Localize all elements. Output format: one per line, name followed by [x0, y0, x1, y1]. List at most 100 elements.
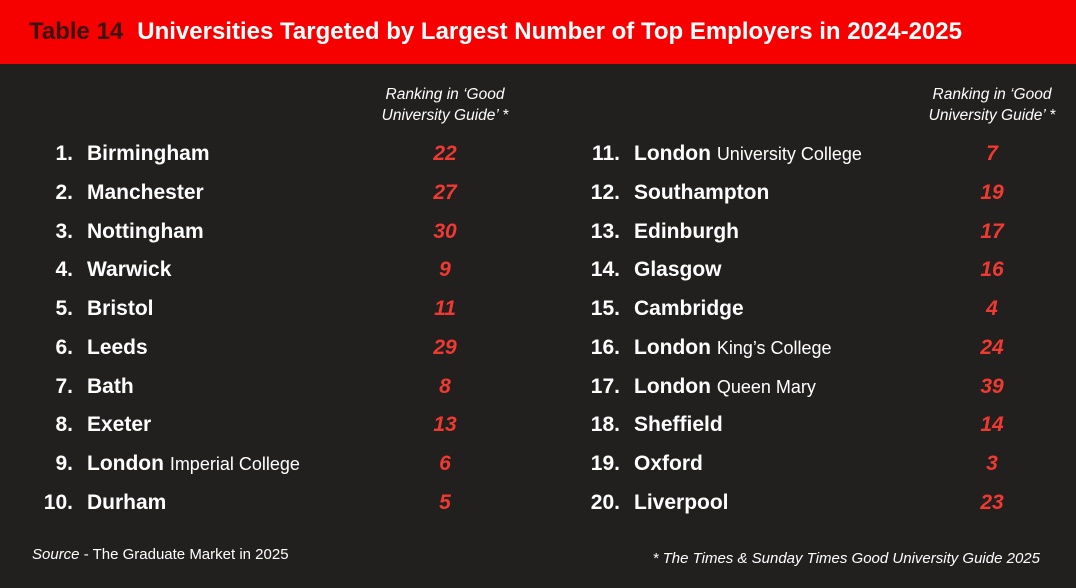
table-row: 18. Sheffield [550, 409, 723, 441]
guide-ranking-value: 14 [980, 413, 1004, 437]
footnote: * The Times & Sunday Times Good Universi… [652, 550, 1040, 567]
guide-ranking-value: 30 [433, 219, 457, 243]
table-row: 9. London Imperial College [3, 448, 300, 480]
rank-number: 15. [590, 297, 620, 320]
university-primary-name: Glasgow [634, 258, 722, 282]
table-row: 3. Nottingham [3, 216, 204, 248]
source-text: - The Graduate Market in 2025 [79, 546, 289, 563]
guide-ranking-value: 11 [434, 297, 456, 320]
source-label: Source [32, 546, 80, 563]
guide-ranking-value: 6 [439, 452, 451, 475]
table-row: 7. Bath [3, 371, 134, 403]
table-row: 11. London University College [550, 138, 862, 170]
table-row: 13. Edinburgh [550, 216, 739, 248]
rank-number: 5. [55, 297, 73, 320]
university-primary-name: London [634, 335, 711, 359]
university-name: Edinburgh [634, 220, 739, 244]
rank-number: 7. [55, 374, 73, 398]
university-name: Glasgow [634, 258, 722, 282]
university-primary-name: Birmingham [87, 142, 210, 165]
guide-ranking-value: 27 [433, 180, 457, 204]
university-primary-name: Exeter [87, 413, 152, 437]
guide-ranking-value: 5 [439, 490, 451, 514]
table-row: 19. Oxford [550, 448, 703, 480]
university-name: Warwick [87, 258, 171, 282]
table-row: 1. Birmingham [3, 138, 210, 170]
table-row: 12. Southampton [550, 177, 770, 209]
university-primary-name: Bath [87, 374, 134, 398]
guide-ranking-value: 3 [986, 452, 998, 475]
rank-number: 13. [590, 219, 620, 243]
university-primary-name: Warwick [87, 258, 172, 282]
ranking-column-header-right: Ranking in ‘Good University Guide’ * [928, 86, 1056, 124]
university-college-name: King’s College [716, 337, 832, 358]
university-name: London King’s College [634, 336, 832, 360]
guide-ranking-value: 24 [980, 335, 1004, 359]
rank-number: 12. [590, 180, 620, 204]
university-name: Manchester [87, 181, 204, 205]
university-name: Birmingham [87, 142, 210, 166]
title-bar: Table 14 Universities Targeted by Larges… [0, 0, 1076, 64]
university-name: Cambridge [634, 297, 744, 321]
rank-number: 8. [55, 413, 73, 437]
guide-ranking-value: 23 [980, 490, 1004, 514]
university-name: London University College [634, 142, 862, 166]
table-row: 4. Warwick [3, 254, 171, 286]
table-row: 20. Liverpool [550, 487, 729, 519]
rank-number: 11. [591, 142, 620, 165]
table-row: 14. Glasgow [550, 254, 722, 286]
rank-number: 2. [55, 180, 73, 204]
ranking-column-header-left: Ranking in ‘Good University Guide’ * [381, 86, 509, 124]
guide-ranking-value: 8 [439, 374, 451, 398]
guide-ranking-value: 29 [433, 335, 457, 359]
guide-ranking-value: 39 [980, 374, 1004, 398]
rank-number: 4. [55, 258, 73, 282]
source-note: Source - The Graduate Market in 2025 [32, 546, 289, 563]
university-primary-name: Liverpool [634, 490, 729, 514]
university-name: London Imperial College [87, 452, 300, 476]
rank-number: 10. [43, 490, 73, 514]
university-name: Bristol [87, 297, 154, 321]
table-row: 6. Leeds [3, 332, 148, 364]
rank-number: 1. [55, 142, 73, 165]
university-primary-name: London [634, 374, 711, 398]
guide-ranking-value: 9 [439, 258, 451, 282]
table-row: 15. Cambridge [550, 293, 744, 325]
university-primary-name: London [87, 452, 164, 475]
university-primary-name: Sheffield [634, 413, 723, 437]
university-college-name: University College [716, 144, 862, 164]
table-row: 17. London Queen Mary [550, 371, 816, 403]
table-row: 10. Durham [3, 487, 167, 519]
table-row: 5. Bristol [3, 293, 154, 325]
university-name: Leeds [87, 336, 148, 360]
guide-ranking-value: 4 [986, 297, 998, 320]
page-title: Universities Targeted by Largest Number … [137, 18, 962, 45]
rank-number: 19. [590, 452, 620, 475]
guide-ranking-value: 19 [980, 180, 1004, 204]
rank-number: 18. [590, 413, 620, 437]
university-primary-name: Manchester [87, 180, 204, 204]
rank-number: 9. [55, 452, 73, 475]
university-name: Durham [87, 491, 166, 515]
rank-number: 17. [590, 374, 620, 398]
university-primary-name: London [634, 142, 711, 165]
university-name: Sheffield [634, 413, 723, 437]
guide-ranking-value: 17 [980, 219, 1004, 243]
guide-ranking-value: 22 [433, 142, 457, 165]
university-primary-name: Cambridge [634, 297, 744, 320]
university-college-name: Imperial College [169, 454, 300, 474]
table-row: 2. Manchester [3, 177, 204, 209]
rank-number: 6. [55, 335, 73, 359]
university-primary-name: Bristol [87, 297, 154, 320]
university-name: London Queen Mary [634, 375, 816, 399]
university-college-name: Queen Mary [716, 376, 816, 397]
table-label: Table 14 [29, 18, 124, 45]
rank-number: 3. [55, 219, 73, 243]
university-primary-name: Nottingham [87, 219, 204, 243]
university-name: Liverpool [634, 491, 729, 515]
rank-number: 14. [590, 258, 620, 282]
rank-number: 16. [590, 335, 620, 359]
university-name: Bath [87, 375, 134, 399]
university-primary-name: Durham [87, 490, 167, 514]
university-name: Southampton [634, 181, 769, 205]
